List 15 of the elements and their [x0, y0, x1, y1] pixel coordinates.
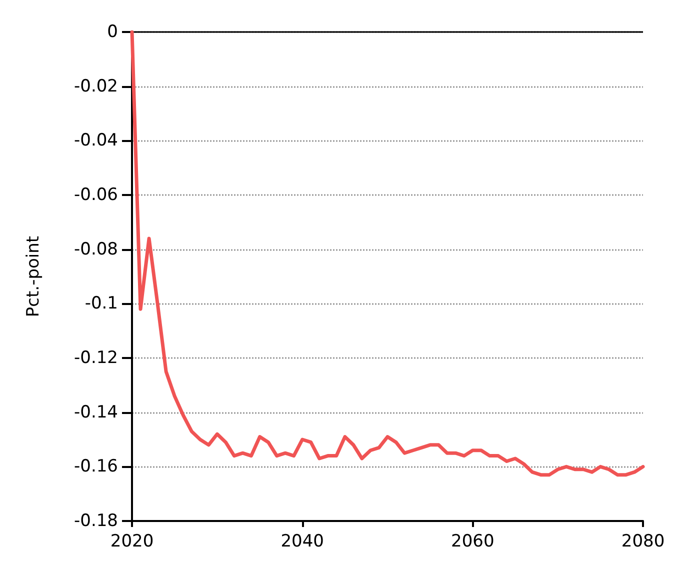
- y-tick-label: -0.16: [74, 456, 118, 477]
- y-tick-label: -0.08: [74, 239, 118, 260]
- x-tick-label: 2080: [621, 532, 665, 552]
- y-tick-label: 0: [107, 22, 118, 42]
- x-tick-label: 2020: [110, 532, 154, 552]
- y-tick-label: -0.12: [74, 348, 118, 368]
- x-tick-label: 2060: [451, 532, 494, 552]
- y-tick-label: -0.18: [74, 511, 118, 531]
- y-tick-label: -0.1: [84, 294, 118, 314]
- y-tick-label: -0.04: [74, 130, 118, 151]
- x-tick-label: 2040: [280, 532, 324, 552]
- y-tick-label: -0.02: [74, 76, 118, 96]
- y-tick-label: -0.14: [74, 402, 118, 422]
- y-tick-label: -0.06: [74, 185, 118, 205]
- y-axis-title: Pct.-point: [24, 236, 44, 318]
